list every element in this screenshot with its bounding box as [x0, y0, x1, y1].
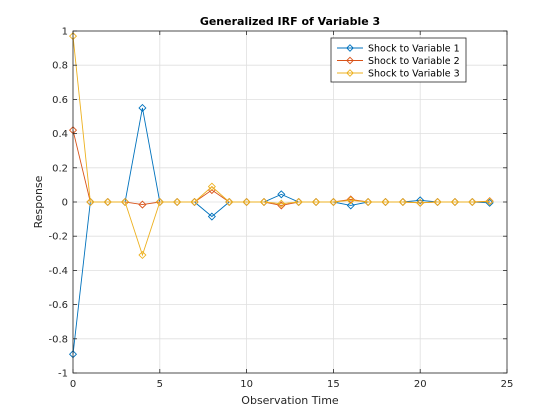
series-line — [72, 107, 490, 355]
y-tick-label: 0 — [62, 198, 68, 209]
x-tick-label: 5 — [157, 379, 163, 390]
x-tick-label: 10 — [240, 379, 253, 390]
data-point — [242, 197, 251, 207]
x-axis-label: Observation Time — [241, 394, 339, 407]
data-point — [207, 212, 216, 221]
series-3 — [68, 32, 494, 260]
series-line — [72, 36, 490, 257]
y-tick-label: -0.2 — [48, 232, 68, 243]
data-point — [329, 197, 338, 207]
y-tick-label: -0.6 — [48, 300, 68, 311]
data-point — [398, 197, 407, 207]
data-point — [121, 197, 130, 207]
legend-label: Shock to Variable 3 — [368, 69, 460, 80]
data-point — [485, 197, 494, 206]
data-point — [225, 197, 234, 207]
data-point — [416, 196, 425, 205]
y-tick-label: 0.4 — [52, 129, 68, 140]
data-point — [346, 195, 355, 204]
y-tick-label: -1 — [58, 369, 68, 380]
data-point — [138, 103, 147, 112]
y-axis-label: Response — [32, 175, 45, 228]
data-point — [433, 197, 442, 207]
y-tick-label: 0.2 — [52, 163, 68, 174]
data-point — [86, 197, 95, 207]
legend-swatch-marker — [346, 69, 354, 77]
legend-label: Shock to Variable 1 — [368, 44, 460, 55]
x-tick-label: 15 — [327, 379, 340, 390]
data-point — [190, 197, 199, 207]
data-point — [346, 196, 355, 205]
data-point — [416, 198, 425, 207]
x-tick-label: 25 — [501, 379, 514, 390]
y-tick-label: -0.4 — [48, 266, 68, 277]
data-point — [103, 197, 112, 207]
data-point — [259, 197, 268, 207]
y-tick-label: -0.8 — [48, 334, 68, 345]
data-point — [312, 197, 321, 207]
y-tick-label: 0.6 — [52, 95, 68, 106]
y-tick-label: 1 — [62, 27, 68, 38]
data-point — [277, 190, 286, 199]
data-point — [294, 197, 303, 207]
y-tick-label: 0.8 — [52, 61, 68, 72]
data-point — [155, 197, 164, 207]
x-tick-label: 20 — [414, 379, 427, 390]
series-layer — [68, 32, 494, 359]
data-point — [364, 197, 373, 207]
data-point — [381, 197, 390, 207]
legend-label: Shock to Variable 2 — [368, 56, 460, 67]
data-point — [277, 199, 286, 208]
data-point — [450, 197, 459, 207]
series-1 — [68, 103, 494, 359]
data-point — [173, 197, 182, 207]
data-point — [468, 197, 477, 207]
data-point — [138, 250, 147, 260]
legend-swatch-marker — [346, 56, 354, 65]
data-point — [207, 182, 216, 191]
data-point — [346, 201, 355, 210]
chart-title: Generalized IRF of Variable 3 — [200, 15, 380, 28]
ticks: 0 5 10 15 20 25 -1 -0.8 -0.6 -0.4 -0.2 0 0.2 0.4 0.6 0.… — [48, 27, 513, 391]
data-point — [138, 200, 147, 209]
legend-box — [330, 37, 467, 83]
legend-swatch-marker — [346, 44, 354, 52]
x-tick-label: 0 — [70, 379, 76, 390]
